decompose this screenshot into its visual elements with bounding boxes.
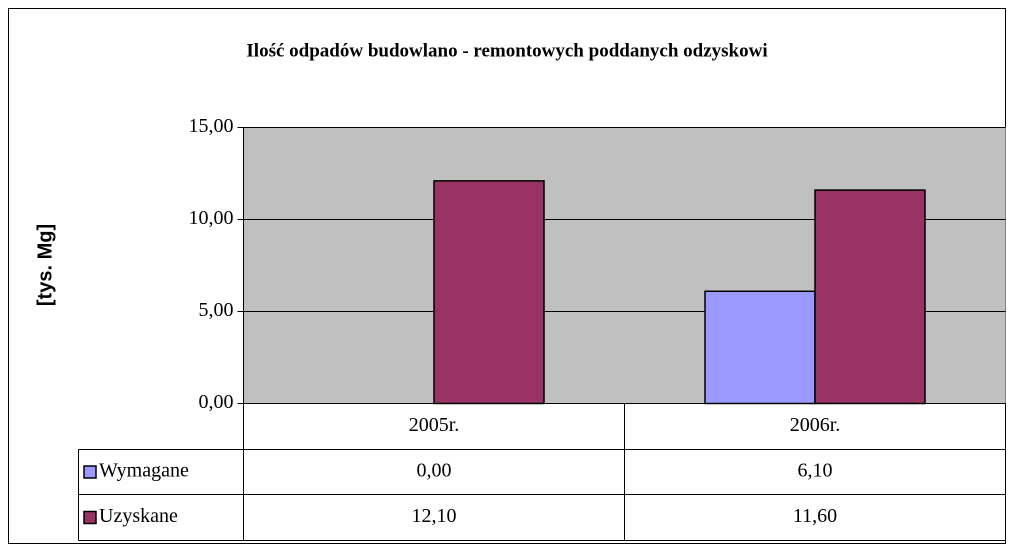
table-value: 11,60 — [793, 505, 837, 527]
legend-label: Uzyskane — [99, 505, 178, 527]
legend-key — [83, 465, 97, 479]
bar — [814, 189, 926, 405]
bar — [433, 180, 545, 405]
x-tick-label: 2006r. — [790, 414, 841, 436]
y-tick-label: 15,00 — [189, 115, 234, 137]
table-value: 12,10 — [412, 505, 457, 527]
y-tick-label: 5,00 — [199, 299, 234, 321]
legend-label: Wymagane — [99, 460, 189, 482]
y-axis-label: [tys. Mg] — [34, 224, 56, 306]
x-tick-label: 2005r. — [409, 414, 460, 436]
table-value: 6,10 — [798, 460, 833, 482]
legend-key — [83, 510, 97, 525]
bar — [704, 290, 816, 405]
chart-title: Ilość odpadów budowlano - remontowych po… — [246, 40, 767, 61]
y-tick-label: 0,00 — [199, 391, 234, 413]
y-tick-label: 10,00 — [189, 207, 234, 229]
table-value: 0,00 — [417, 460, 452, 482]
